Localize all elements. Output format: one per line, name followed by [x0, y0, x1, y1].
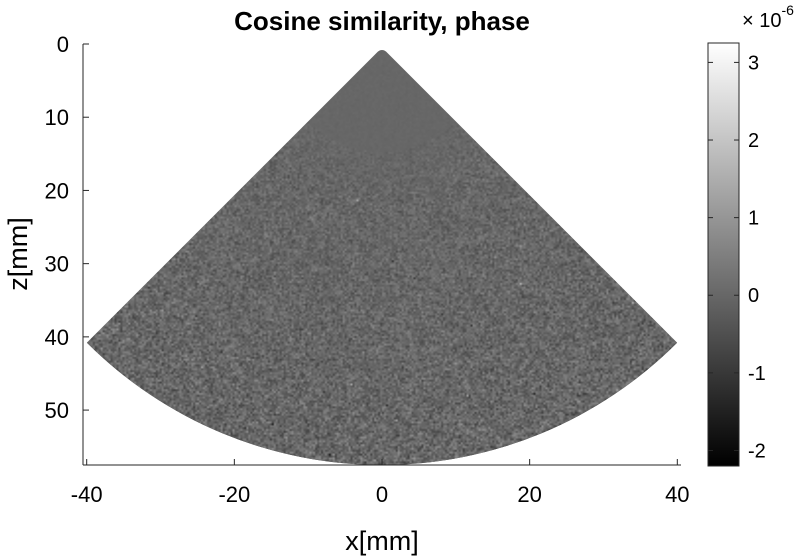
colorbar-tick-label: -1 — [748, 363, 766, 385]
y-tick-label: 20 — [45, 178, 69, 203]
colorbar-exponent-power: -6 — [781, 2, 794, 18]
y-tick-label: 30 — [45, 252, 69, 277]
colorbar-exponent: × 10-6 — [742, 2, 794, 32]
colorbar-exponent-base: × 10 — [742, 10, 781, 32]
x-ticks: -40 -20 0 20 40 — [71, 459, 690, 507]
x-tick-label: 20 — [517, 482, 541, 507]
sector-image — [86, 50, 678, 466]
colorbar-tick-label: 3 — [748, 52, 759, 74]
colorbar-ticks: -2 -1 0 1 2 3 — [708, 52, 766, 462]
sector-texture — [86, 50, 678, 465]
colorbar — [707, 42, 740, 467]
y-tick-label: 0 — [57, 32, 69, 57]
x-tick-label: -20 — [218, 482, 250, 507]
y-ticks: 0 10 20 30 40 50 — [45, 32, 89, 423]
colorbar-tick-label: 2 — [748, 130, 759, 152]
colorbar-tick-label: 0 — [748, 285, 759, 307]
y-tick-label: 40 — [45, 325, 69, 350]
x-axis-label: x[mm] — [345, 526, 419, 556]
colorbar-tick-label: -2 — [748, 440, 766, 462]
x-tick-label: 0 — [376, 482, 388, 507]
y-axis-label: z[mm] — [3, 217, 33, 291]
y-tick-label: 10 — [45, 105, 69, 130]
x-tick-label: -40 — [71, 482, 103, 507]
colorbar-tick-label: 1 — [748, 208, 759, 230]
x-tick-label: 40 — [665, 482, 689, 507]
chart-title: Cosine similarity, phase — [234, 6, 530, 36]
y-tick-label: 50 — [45, 398, 69, 423]
